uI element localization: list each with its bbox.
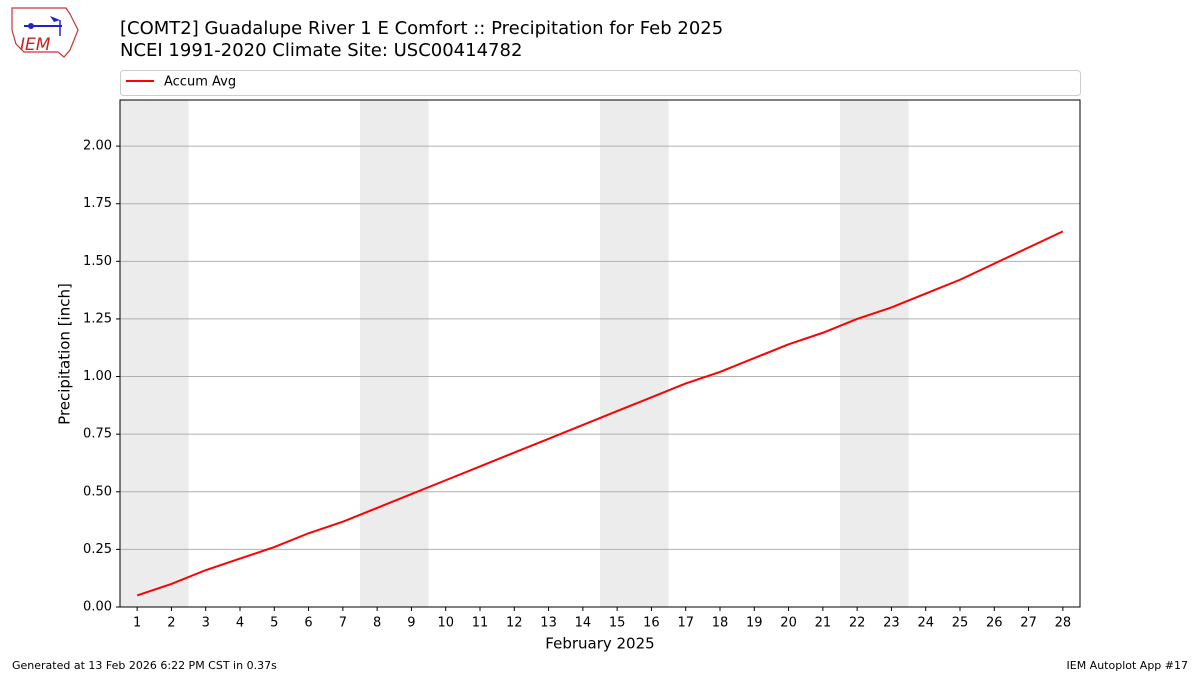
plot-frame	[119, 99, 1081, 608]
weekend-band	[840, 100, 909, 607]
x-tick-label: 5	[270, 616, 278, 631]
x-tick-label: 26	[986, 616, 1003, 631]
footer-left: Generated at 13 Feb 2026 6:22 PM CST in …	[12, 659, 277, 672]
x-tick-label: 8	[373, 616, 381, 631]
y-tick-label: 1.50	[83, 254, 112, 269]
x-tick-label: 14	[575, 616, 592, 631]
y-tick-label: 1.75	[83, 196, 112, 211]
legend-label: Accum Avg	[164, 75, 236, 90]
x-tick-label: 7	[339, 616, 347, 631]
x-tick-label: 3	[202, 616, 210, 631]
x-tick-label: 10	[437, 616, 454, 631]
y-tick-label: 2.00	[83, 139, 112, 154]
x-tick-label: 25	[952, 616, 969, 631]
x-tick-label: 2	[167, 616, 175, 631]
x-tick-label: 17	[677, 616, 694, 631]
x-tick-label: 21	[815, 616, 832, 631]
x-tick-label: 20	[780, 616, 797, 631]
y-tick-label: 0.00	[83, 600, 112, 615]
x-tick-label: 22	[849, 616, 866, 631]
x-tick-label: 24	[917, 616, 934, 631]
x-axis-label: February 2025	[545, 635, 654, 653]
legend-box	[120, 70, 1081, 96]
x-tick-label: 27	[1020, 616, 1037, 631]
logo-text: IEM	[20, 35, 51, 55]
footer-right: IEM Autoplot App #17	[1067, 659, 1189, 672]
x-tick-label: 11	[472, 616, 489, 631]
y-tick-label: 0.75	[83, 427, 112, 442]
x-tick-label: 19	[746, 616, 763, 631]
x-tick-label: 13	[540, 616, 557, 631]
weekend-band	[600, 100, 669, 607]
x-tick-label: 12	[506, 616, 523, 631]
logo: IEM	[11, 7, 79, 58]
x-tick-label: 1	[133, 616, 141, 631]
y-tick-label: 0.50	[83, 484, 112, 499]
y-tick-label: 1.25	[83, 311, 112, 326]
y-tick-label: 0.25	[83, 542, 112, 557]
x-tick-label: 16	[643, 616, 660, 631]
y-tick-label: 1.00	[83, 369, 112, 384]
y-axis-label: Precipitation [inch]	[56, 283, 74, 425]
x-tick-label: 18	[712, 616, 729, 631]
weekend-band	[360, 100, 429, 607]
x-tick-label: 28	[1055, 616, 1072, 631]
weekend-band	[120, 100, 189, 607]
x-tick-label: 4	[236, 616, 244, 631]
chart-title: [COMT2] Guadalupe River 1 E Comfort :: P…	[120, 18, 723, 39]
chart-subtitle: NCEI 1991-2020 Climate Site: USC00414782	[120, 40, 522, 61]
x-tick-label: 6	[304, 616, 312, 631]
series-line	[136, 230, 1064, 597]
x-tick-label: 23	[883, 616, 900, 631]
x-tick-label: 15	[609, 616, 626, 631]
x-tick-label: 9	[407, 616, 415, 631]
